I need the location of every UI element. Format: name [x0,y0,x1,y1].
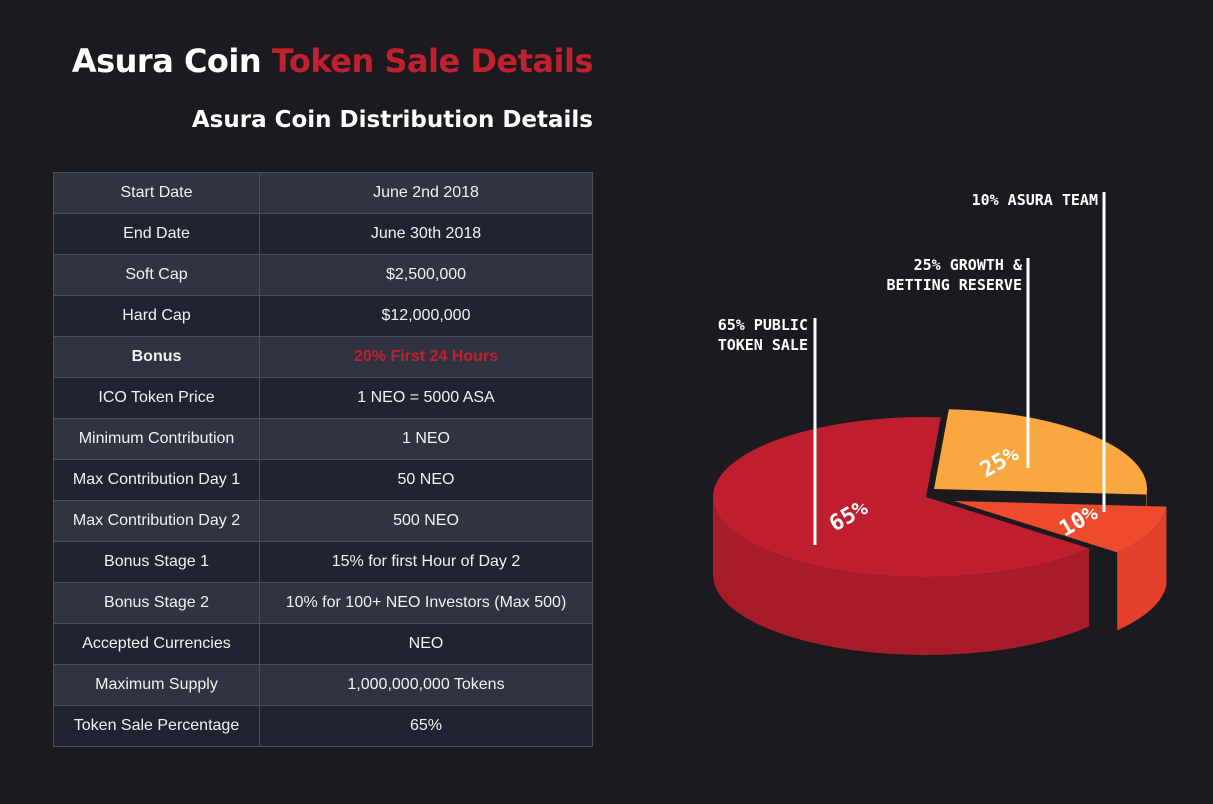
callout-label: TOKEN SALE [718,336,808,354]
row-label-soft-cap: Soft Cap [53,254,260,296]
pie-slice [712,416,1090,578]
table-row: Bonus 20% First 24 Hours [53,336,593,378]
row-value-bonus-stage-1: 15% for first Hour of Day 2 [259,541,593,583]
row-value-ico-token-price: 1 NEO = 5000 ASA [259,377,593,419]
row-label-token-sale-percentage: Token Sale Percentage [53,705,260,747]
row-value-accepted-currencies: NEO [259,623,593,665]
page-title: Asura Coin Token Sale Details [71,40,594,82]
callout-label: BETTING RESERVE [887,276,1022,294]
row-label-accepted-currencies: Accepted Currencies [53,623,260,665]
pie-tops [712,409,1167,578]
table-row: Accepted Currencies NEO [53,623,593,665]
row-label-minimum-contribution: Minimum Contribution [53,418,260,460]
token-sale-details-table: Start Date June 2nd 2018 End Date June 3… [53,172,593,747]
table-row: Max Contribution Day 2 500 NEO [53,500,593,542]
row-value-bonus-stage-2: 10% for 100+ NEO Investors (Max 500) [259,582,593,624]
title-accent: Token Sale Details [271,42,594,80]
page-subtitle: Asura Coin Distribution Details [191,107,593,133]
table-row: Minimum Contribution 1 NEO [53,418,593,460]
pie-slice [954,501,1167,553]
row-value-minimum-contribution: 1 NEO [259,418,593,460]
table-row: End Date June 30th 2018 [53,213,593,255]
row-value-hard-cap: $12,000,000 [259,295,593,337]
pie-callout: 25% GROWTH & BETTING RESERVE [887,256,1030,468]
row-label-maximum-supply: Maximum Supply [53,664,260,706]
row-label-ico-token-price: ICO Token Price [53,377,260,419]
table-row: Hard Cap $12,000,000 [53,295,593,337]
pie-slice [934,409,1148,495]
row-label-max-contribution-day-1: Max Contribution Day 1 [53,459,260,501]
table-row: Bonus Stage 2 10% for 100+ NEO Investors… [53,582,593,624]
title-main: Asura Coin [71,42,262,80]
table-row: Soft Cap $2,500,000 [53,254,593,296]
row-label-bonus-stage-2: Bonus Stage 2 [53,582,260,624]
callout-label: 65% PUBLIC [718,316,808,334]
row-value-bonus: 20% First 24 Hours [259,336,593,378]
table-row: Start Date June 2nd 2018 [53,172,593,214]
table-row: Token Sale Percentage 65% [53,705,593,747]
table-row: ICO Token Price 1 NEO = 5000 ASA [53,377,593,419]
pie-callout: 10% ASURA TEAM [972,191,1106,512]
row-value-token-sale-percentage: 65% [259,705,593,747]
table-row: Bonus Stage 1 15% for first Hour of Day … [53,541,593,583]
table-row: Maximum Supply 1,000,000,000 Tokens [53,664,593,706]
row-label-max-contribution-day-2: Max Contribution Day 2 [53,500,260,542]
row-label-bonus: Bonus [53,336,260,378]
row-value-end-date: June 30th 2018 [259,213,593,255]
row-value-max-contribution-day-2: 500 NEO [259,500,593,542]
row-label-end-date: End Date [53,213,260,255]
row-label-hard-cap: Hard Cap [53,295,260,337]
pie-slice-side [712,497,1090,656]
pie-callout: 65% PUBLIC TOKEN SALE [718,316,817,545]
callout-label: 10% ASURA TEAM [972,191,1098,209]
pie-slice-side [1117,506,1167,631]
row-value-maximum-supply: 1,000,000,000 Tokens [259,664,593,706]
callout-label: 25% GROWTH & [914,256,1023,274]
row-value-soft-cap: $2,500,000 [259,254,593,296]
row-label-bonus-stage-1: Bonus Stage 1 [53,541,260,583]
